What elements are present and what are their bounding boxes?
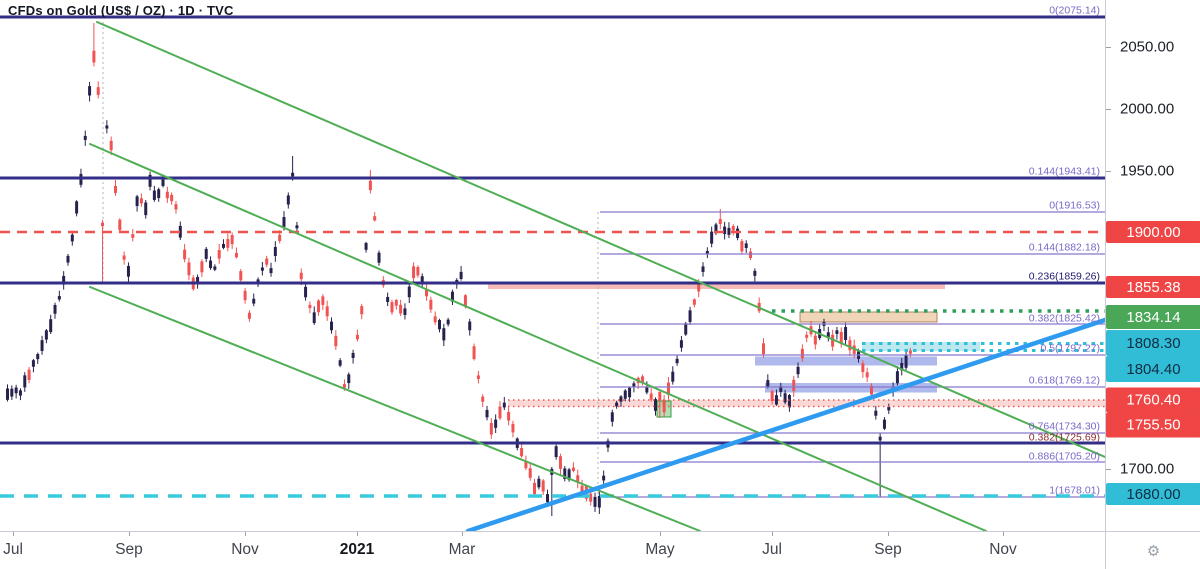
time-axis[interactable]: Jul Sep Nov 2021 Mar May Jul Sep Nov [0,531,1105,569]
price-level-badge[interactable]: 1900.00 [1106,221,1200,243]
fib-level-label: 0(1916.53) [1049,200,1100,212]
time-axis-label: Sep [874,541,902,558]
price-axis-label: 1700.00 [1120,460,1175,478]
time-axis-label: Sep [115,541,143,558]
time-axis-tick [129,532,130,536]
zone-box-cyan-1806[interactable] [862,342,980,351]
chart-plot-area[interactable]: 0(2075.14) 0.144(1943.41) 0.236(1859.26) 0.… [0,0,1105,531]
fib-level-label: 1(1678.01) [1049,485,1100,497]
time-axis-tick [357,532,358,536]
price-level-badge[interactable]: 1755.50 [1106,412,1200,438]
resistance-band-1855[interactable] [488,283,945,290]
candlestick-chart[interactable]: 0(2075.14) 0.144(1943.41) 0.236(1859.26) 0.… [0,0,1105,531]
zone-box-blue-1766[interactable] [765,383,937,393]
zone-box-blue-1795[interactable] [755,356,937,366]
time-axis-tick [245,532,246,536]
gear-icon[interactable]: ⚙ [1146,543,1161,560]
time-axis-label: Jul [3,541,23,558]
price-axis-tick [1106,109,1111,110]
fib-level-label: 0.764(1734.30) [1029,421,1100,433]
fib-level-label: 0.618(1769.12) [1029,375,1100,387]
zone-box-tan-1830[interactable] [799,311,938,323]
time-axis-label: Jul [762,541,782,558]
time-axis-tick [660,532,661,536]
green-channel-upper-line[interactable] [96,21,1105,458]
time-axis-label: Mar [448,541,476,558]
price-level-badge[interactable]: 1804.40 [1106,356,1200,382]
time-axis-tick [462,532,463,536]
price-axis-tick [1106,47,1111,48]
price-axis-label: 2000.00 [1120,100,1175,118]
time-axis-label: Nov [231,541,259,558]
time-axis-tick [1003,532,1004,536]
time-axis-label: May [645,541,675,558]
green-channel-mid-line[interactable] [89,143,987,531]
fib-level-label: 0.382(1725.69) [1029,432,1100,444]
price-axis-label: 2050.00 [1120,38,1175,56]
time-axis-tick [888,532,889,536]
price-level-badge[interactable]: 1855.38 [1106,276,1200,298]
time-axis-label: 2021 [339,541,375,558]
price-axis[interactable]: 2050.00 2000.00 1950.00 1700.00 1900.00 1855.… [1105,0,1200,531]
green-channel-lower-line[interactable] [89,286,701,531]
price-axis-tick [1106,171,1111,172]
price-axis-tick [1106,469,1111,470]
blue-ascending-trendline[interactable] [465,317,1105,531]
price-level-badge[interactable]: 1808.30 [1106,330,1200,356]
fib-level-label: 0.144(1882.18) [1029,242,1100,254]
fib-level-label: 0.5(1797.27) [1040,343,1100,355]
time-axis-tick [772,532,773,536]
fib-level-label: 0.382(1825.42) [1029,313,1100,325]
support-band-1760[interactable] [508,400,1105,407]
fib-level-label: 0(2075.14) [1049,5,1100,17]
price-level-badge[interactable]: 1760.40 [1106,387,1200,413]
fib-level-label: 0.144(1943.41) [1029,166,1100,178]
fib-level-label: 0.886(1705.20) [1029,451,1100,463]
price-level-badge[interactable]: 1680.00 [1106,483,1200,505]
price-axis-label: 1950.00 [1120,162,1175,180]
fib-level-label: 0.236(1859.26) [1029,271,1100,283]
time-axis-label: Nov [989,541,1017,558]
time-axis-tick [13,532,14,536]
axis-settings-corner: ⚙ [1105,531,1200,569]
price-level-badge[interactable]: 1834.14 [1106,305,1200,329]
symbol-title[interactable]: CFDs on Gold (US$ / OZ) · 1D · TVC [8,3,234,18]
